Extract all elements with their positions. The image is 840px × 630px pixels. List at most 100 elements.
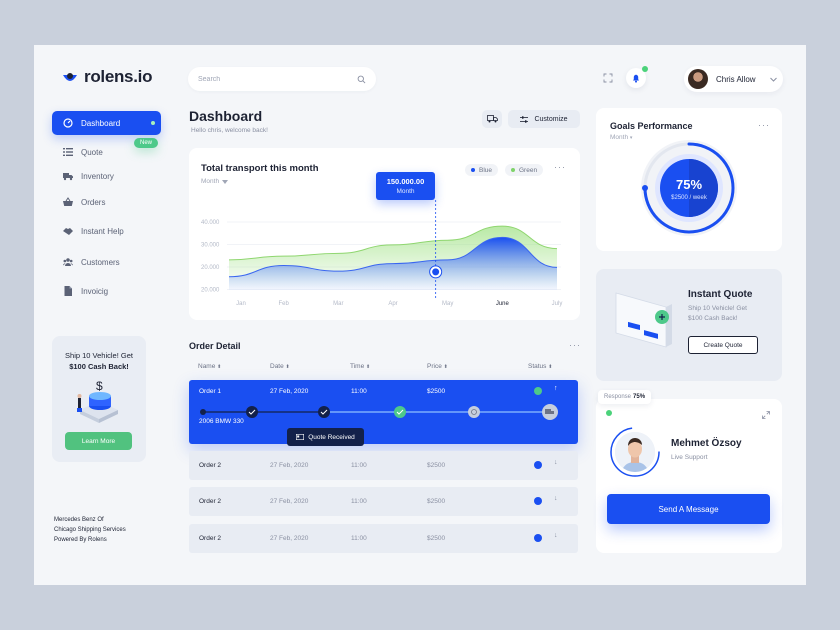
- legend-dot-icon: [471, 168, 475, 172]
- instant-quote-title: Instant Quote: [688, 289, 753, 300]
- legend-green[interactable]: Green: [505, 164, 544, 176]
- basket-icon: [63, 197, 73, 206]
- user-avatar: [688, 69, 708, 89]
- chevron-down-icon[interactable]: ↓: [554, 532, 558, 539]
- user-menu[interactable]: Chris Allow: [684, 66, 783, 92]
- series-line-green: [228, 225, 558, 261]
- response-value: 75%: [633, 394, 646, 400]
- sidebar-item-inventory[interactable]: Inventory: [52, 164, 161, 188]
- logo-icon: [63, 73, 77, 81]
- truck-icon: [63, 173, 73, 181]
- status-clock-icon: [534, 534, 542, 542]
- legend-label: Blue: [479, 166, 493, 174]
- area-chart: 40.000 30.000 20.000 20.000 Jan Feb Mar Apr May J…: [201, 200, 562, 307]
- chart-period-select[interactable]: Month: [201, 178, 229, 185]
- order-date: 27 Feb, 2020: [270, 498, 309, 505]
- tracker-tooltip: Quote Received: [287, 428, 364, 446]
- order-date: 27 Feb, 2020: [270, 388, 309, 395]
- users-icon: [63, 258, 73, 266]
- footer-line2: Chicago Shipping Services: [54, 527, 126, 533]
- chevron-up-icon[interactable]: ↑: [554, 385, 558, 392]
- column-label: Status: [528, 363, 547, 370]
- orders-title: Order Detail: [189, 341, 241, 351]
- chart-more-icon[interactable]: ···: [554, 162, 566, 172]
- list-icon: [63, 148, 73, 156]
- sidebar-item-label: Quote: [81, 147, 103, 157]
- table-row-expanded[interactable]: Order 1 27 Feb, 2020 11:00 $2500 ↑ 2006 …: [189, 380, 578, 444]
- sidebar-item-dashboard[interactable]: Dashboard: [52, 111, 161, 135]
- sidebar-item-label: Invoicig: [81, 286, 109, 296]
- column-price[interactable]: Price ⬍: [427, 363, 448, 370]
- support-role: Live Support: [671, 454, 708, 461]
- legend-blue[interactable]: Blue: [465, 164, 499, 176]
- sidebar-item-quote[interactable]: Quote New: [52, 138, 161, 164]
- sidebar-item-orders[interactable]: Orders: [52, 190, 161, 214]
- y-tick-label: 30.000: [201, 243, 220, 249]
- expand-icon[interactable]: [762, 411, 770, 419]
- search-icon[interactable]: [357, 75, 366, 84]
- x-tick-label: Apr: [388, 301, 397, 307]
- order-name: Order 2: [199, 535, 222, 542]
- chart-period-label: Month: [201, 178, 220, 185]
- column-label: Time: [350, 363, 365, 370]
- x-tick-label: Feb: [278, 301, 289, 307]
- sidebar-item-invoicing[interactable]: Invoicig: [52, 279, 161, 303]
- sort-icon: ⬍: [217, 364, 222, 370]
- notifications-button[interactable]: [626, 66, 648, 88]
- goals-more-icon[interactable]: ···: [758, 120, 770, 130]
- order-name: Order 1: [199, 388, 222, 395]
- promo-line1: Ship 10 Vehicle! Get: [65, 351, 133, 360]
- response-badge: Response 75%: [598, 390, 652, 404]
- goals-period-select[interactable]: Month ▾: [610, 134, 632, 141]
- bell-icon: [633, 74, 639, 83]
- legend-label: Green: [519, 166, 538, 174]
- sidebar-item-instant-help[interactable]: Instant Help: [52, 219, 161, 243]
- order-price: $2500: [427, 462, 446, 469]
- order-name: Order 2: [199, 498, 222, 505]
- x-tick-label: Jan: [236, 301, 246, 307]
- y-tick-label: 40.000: [201, 220, 220, 226]
- search-input[interactable]: [198, 75, 357, 83]
- quote-illustration: [615, 292, 672, 348]
- order-price: $2500: [427, 535, 446, 542]
- dashboard-app: rolens.io Chris Allow Dashboard: [34, 45, 806, 585]
- instant-quote-line2: $100 Cash Back!: [688, 315, 738, 322]
- chart-title: Total transport this month: [201, 163, 319, 174]
- promo-text: Ship 10 Vehicle! Get $100 Cash Back!: [52, 336, 146, 372]
- chevron-down-icon[interactable]: ↓: [554, 495, 558, 502]
- table-row[interactable]: Order 2 27 Feb, 2020 11:00 $2500 ↓: [189, 487, 578, 516]
- goals-card: Goals Performance Month ▾ ··· 75% $2500 …: [596, 108, 782, 251]
- column-time[interactable]: Time ⬍: [350, 363, 370, 370]
- status-clock-icon: [534, 461, 542, 469]
- shipment-tracker: [200, 404, 558, 420]
- customize-label: Customize: [534, 115, 568, 123]
- shipping-button[interactable]: [482, 110, 502, 128]
- fullscreen-button[interactable]: [598, 68, 618, 88]
- x-tick-label: May: [442, 301, 453, 307]
- create-quote-button[interactable]: Create Quote: [688, 336, 758, 354]
- table-row[interactable]: Order 2 27 Feb, 2020 11:00 $2500 ↓: [189, 524, 578, 553]
- column-date[interactable]: Date ⬍: [270, 363, 290, 370]
- instant-quote-text: Ship 10 Vehicle! Get $100 Cash Back!: [688, 304, 747, 324]
- sidebar-item-customers[interactable]: Customers: [52, 250, 161, 274]
- column-status[interactable]: Status ⬍: [528, 363, 552, 370]
- order-time: 11:00: [351, 462, 367, 469]
- table-row[interactable]: Order 2 27 Feb, 2020 11:00 $2500 ↓: [189, 451, 578, 480]
- transport-chart-card: Total transport this month Month Blue Gr…: [189, 148, 580, 320]
- document-icon: [64, 286, 72, 296]
- customize-button[interactable]: Customize: [508, 110, 580, 128]
- footer-credits: Mercedes Benz Of Chicago Shipping Servic…: [54, 515, 126, 545]
- brand-logo[interactable]: rolens.io: [62, 67, 152, 87]
- y-tick-label: 20.000: [201, 265, 220, 271]
- column-name[interactable]: Name ⬍: [198, 363, 221, 370]
- goals-title: Goals Performance: [610, 121, 693, 131]
- new-badge: New: [134, 138, 159, 148]
- send-message-button[interactable]: Send A Message: [607, 494, 770, 524]
- step-pending-icon: [468, 406, 480, 418]
- learn-more-button[interactable]: Learn More: [65, 432, 132, 450]
- chevron-down-icon[interactable]: ↓: [554, 459, 558, 466]
- orders-more-icon[interactable]: ···: [569, 340, 581, 350]
- page-subtitle: Hello chris, welcome back!: [191, 127, 268, 134]
- instant-quote-line1: Ship 10 Vehicle! Get: [688, 305, 747, 312]
- order-price: $2500: [427, 388, 446, 395]
